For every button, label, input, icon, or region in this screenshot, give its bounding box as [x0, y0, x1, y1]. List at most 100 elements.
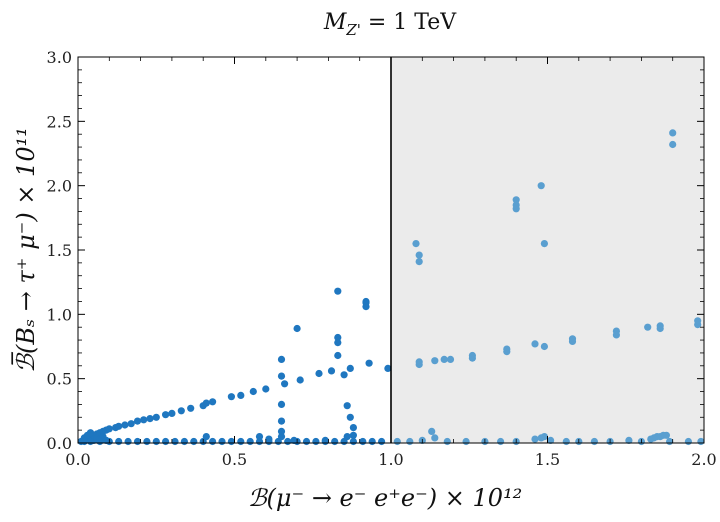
y-tick-label: 0.5 [47, 370, 72, 389]
data-point [190, 437, 198, 446]
data-point [468, 354, 476, 362]
data-point [694, 321, 702, 329]
data-point [343, 433, 351, 441]
data-point [547, 436, 555, 444]
data-point [296, 376, 304, 384]
data-point [187, 404, 195, 412]
data-point [152, 413, 160, 421]
data-point [669, 129, 677, 137]
data-point [262, 385, 270, 393]
data-point [284, 437, 292, 446]
x-tick-label: 0.0 [65, 450, 90, 469]
data-point [346, 364, 354, 372]
data-point [537, 182, 545, 190]
data-point [127, 420, 135, 428]
data-point [277, 433, 286, 441]
data-point [312, 437, 320, 446]
data-point [684, 437, 693, 446]
data-point [512, 205, 520, 213]
y-tick-label: 1.5 [47, 241, 72, 260]
data-point [431, 357, 439, 365]
data-point [349, 431, 357, 439]
data-point [440, 355, 448, 363]
data-point [443, 437, 451, 446]
data-point [362, 299, 370, 307]
data-point [162, 411, 170, 419]
data-point [140, 416, 148, 424]
data-point [406, 437, 414, 446]
data-point [105, 425, 113, 433]
data-point [143, 437, 151, 446]
data-point [168, 409, 176, 417]
data-point [334, 333, 342, 342]
chart-title: MZ' = 1 TeV [323, 10, 457, 39]
x-tick-label: 1.0 [378, 450, 403, 469]
data-point [277, 355, 286, 363]
data-point [277, 372, 286, 380]
data-point [171, 437, 179, 446]
data-point [644, 323, 652, 331]
x-tick-label: 2.0 [691, 450, 716, 469]
x-tick-label: 1.5 [535, 450, 560, 469]
data-point [497, 437, 505, 446]
y-tick-label: 2.5 [47, 112, 72, 131]
data-point [246, 437, 254, 446]
data-point [415, 360, 423, 369]
data-point [431, 434, 439, 442]
data-point [669, 140, 677, 149]
data-point [227, 437, 235, 446]
data-point [133, 417, 142, 425]
data-point [202, 399, 210, 407]
data-point [540, 240, 549, 248]
data-point [124, 437, 132, 446]
data-point [359, 437, 367, 446]
data-point [277, 427, 286, 435]
data-point [86, 429, 95, 437]
data-point [265, 435, 273, 443]
data-point [462, 437, 470, 446]
data-point [625, 436, 633, 444]
data-point [115, 422, 123, 430]
data-point [384, 364, 392, 372]
series-allowed [77, 287, 392, 446]
data-point [612, 331, 621, 339]
y-tick-label: 0.0 [47, 434, 72, 453]
data-point [202, 433, 210, 441]
data-point [121, 421, 129, 429]
data-point [162, 437, 170, 446]
data-point [146, 415, 154, 423]
data-point [512, 196, 520, 204]
y-tick-label: 2.0 [47, 177, 72, 196]
data-point [86, 437, 95, 446]
data-point [334, 339, 342, 347]
data-point [656, 324, 664, 333]
data-point [697, 437, 705, 446]
data-point [540, 433, 549, 441]
data-point [368, 437, 376, 446]
data-point [540, 342, 549, 351]
x-axis-ticks: 0.0 0.5 1.0 1.5 2.0 [65, 57, 717, 469]
data-point [218, 437, 226, 446]
y-axis-label: ℬ̅(Bₛ → τ⁺ μ⁻) × 10¹¹ [11, 127, 40, 373]
data-point [415, 251, 423, 259]
data-point [568, 337, 577, 345]
data-point [96, 437, 104, 446]
y-axis-ticks: 0.0 0.5 1.0 1.5 2.0 2.5 3.0 [47, 48, 704, 453]
data-point [327, 367, 336, 375]
data-point [334, 351, 342, 360]
data-point [180, 437, 188, 446]
data-point [321, 436, 329, 444]
data-point [315, 369, 323, 378]
x-tick-label: 0.5 [222, 450, 247, 469]
data-point [237, 437, 245, 446]
data-point [77, 437, 85, 446]
data-point [365, 359, 373, 367]
data-point [590, 437, 599, 446]
data-point [227, 393, 235, 401]
data-point [562, 437, 570, 446]
data-point [177, 407, 185, 415]
data-point [302, 437, 311, 446]
data-point [277, 417, 286, 425]
data-point [331, 437, 339, 446]
